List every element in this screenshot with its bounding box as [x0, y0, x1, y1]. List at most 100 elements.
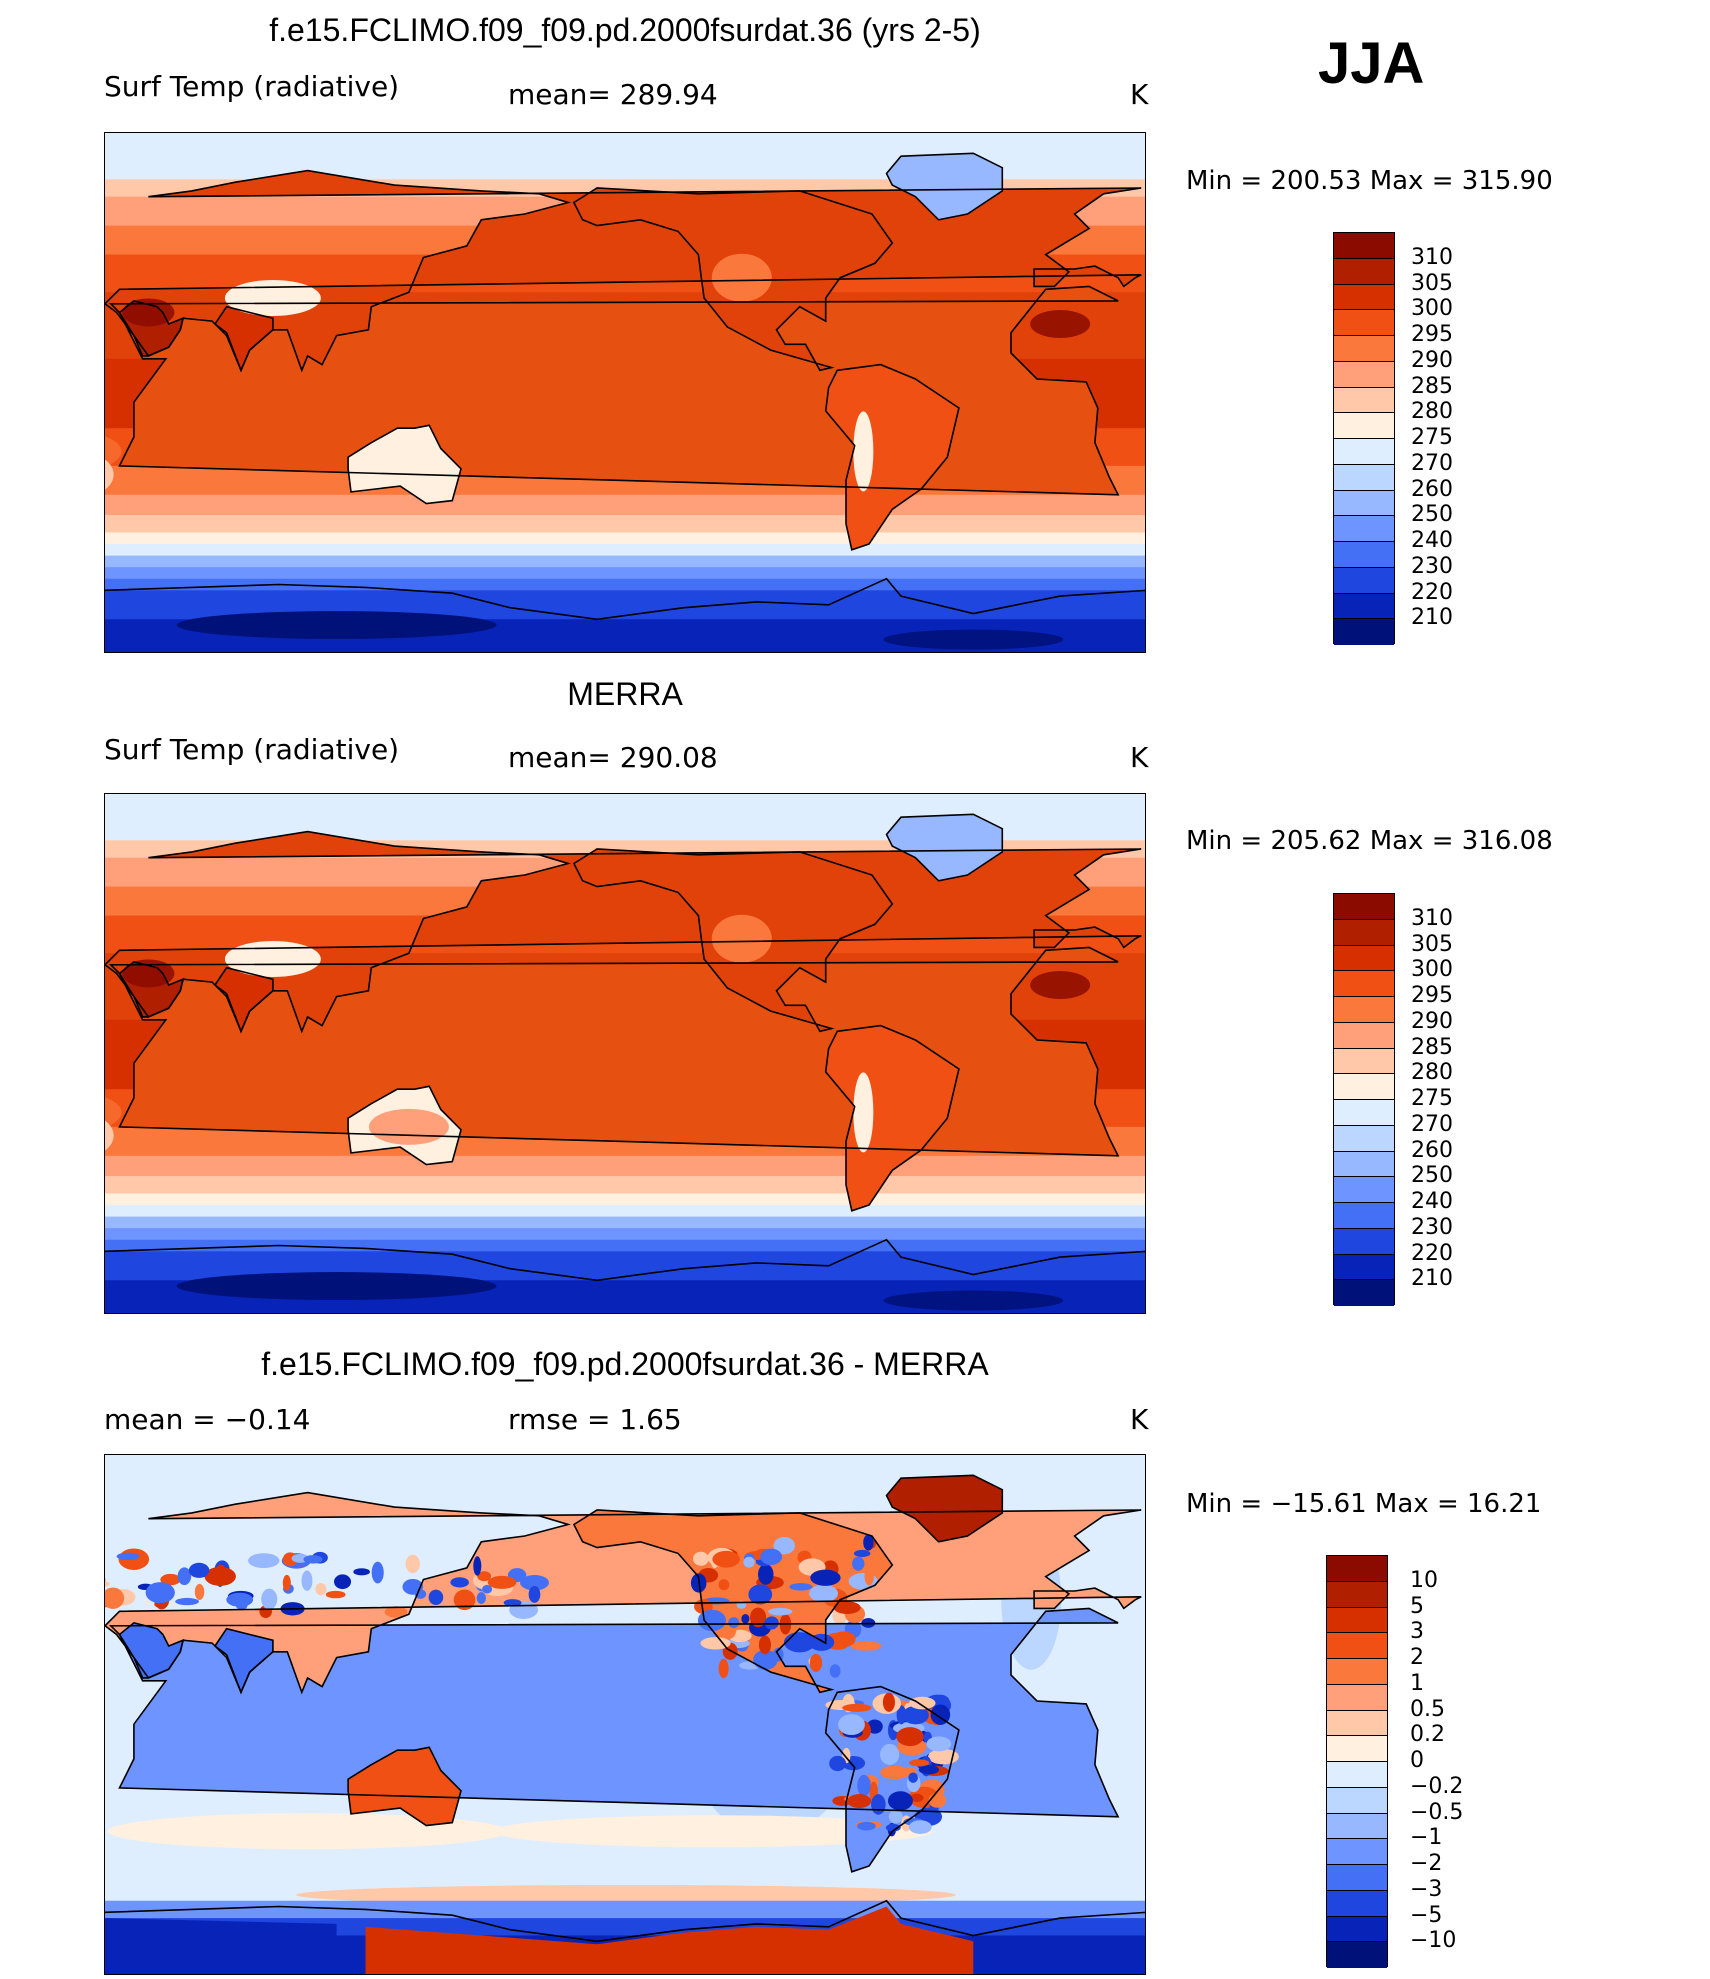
- colorbar-label: 310: [1411, 244, 1453, 270]
- colorbar-box: [1334, 439, 1394, 465]
- colorbar-boxes: [1333, 893, 1395, 1306]
- colorbar-box: [1327, 1787, 1387, 1814]
- colorbar-box: [1334, 336, 1394, 362]
- colorbar-label: 250: [1411, 502, 1453, 528]
- panel-1-unit-label: K: [1130, 78, 1149, 111]
- colorbar-label: 285: [1411, 373, 1453, 399]
- colorbar-box: [1334, 233, 1394, 259]
- colorbar-boxes: [1333, 232, 1395, 645]
- panel-2-title: MERRA: [567, 676, 683, 712]
- colorbar-box: [1334, 284, 1394, 311]
- colorbar-box: [1327, 1659, 1387, 1685]
- colorbar-label: 305: [1411, 931, 1453, 957]
- colorbar-label: 295: [1411, 322, 1453, 347]
- panel-3-unit-label: K: [1130, 1403, 1149, 1436]
- colorbar-label: 220: [1411, 1240, 1453, 1266]
- panel-1-map: [104, 132, 1146, 653]
- panel-2-unit-label: K: [1130, 741, 1149, 774]
- colorbar-box: [1327, 1633, 1387, 1659]
- colorbar-label: −0.5: [1410, 1799, 1464, 1825]
- colorbar-label: 285: [1411, 1034, 1453, 1060]
- panel-2-minmax: Min = 205.62 Max = 316.08: [1186, 826, 1553, 856]
- colorbar-label: 305: [1411, 270, 1453, 296]
- colorbar-boxes: [1326, 1555, 1388, 1968]
- colorbar-box: [1334, 1022, 1394, 1049]
- colorbar-box: [1327, 1890, 1387, 1917]
- colorbar-label: 240: [1411, 1189, 1453, 1214]
- colorbar-box: [1327, 1710, 1387, 1737]
- colorbar-label: 280: [1411, 399, 1453, 425]
- colorbar-label: 5: [1410, 1593, 1424, 1619]
- colorbar-label: 0.5: [1410, 1696, 1445, 1722]
- colorbar-label: −5: [1410, 1902, 1443, 1928]
- colorbar-label: 250: [1411, 1163, 1453, 1189]
- colorbar-label: 300: [1411, 296, 1453, 322]
- colorbar-label: 280: [1411, 1060, 1453, 1086]
- colorbar-label: 270: [1411, 450, 1453, 476]
- colorbar-box: [1334, 1177, 1394, 1203]
- colorbar-label: 290: [1411, 347, 1453, 373]
- colorbar-box: [1327, 1865, 1387, 1891]
- colorbar-label: 0: [1410, 1748, 1424, 1773]
- colorbar-box: [1334, 567, 1394, 594]
- colorbar-label: 2: [1410, 1645, 1424, 1670]
- colorbar-box: [1327, 1684, 1387, 1711]
- colorbar-box: [1334, 1125, 1394, 1152]
- colorbar-box: [1327, 1556, 1387, 1582]
- colorbar-box: [1334, 619, 1394, 645]
- colorbar-label: 270: [1411, 1111, 1453, 1137]
- colorbar-label: −3: [1410, 1876, 1443, 1902]
- colorbar-box: [1334, 542, 1394, 568]
- colorbar-box: [1327, 1607, 1387, 1634]
- colorbar-label: 10: [1410, 1567, 1438, 1593]
- colorbar-label: 210: [1411, 605, 1453, 631]
- colorbar-box: [1327, 1581, 1387, 1608]
- colorbar-label: 290: [1411, 1008, 1453, 1034]
- colorbar-box: [1334, 387, 1394, 414]
- season-label: JJA: [1318, 31, 1425, 96]
- panel-1-mean-label: mean= 289.94: [508, 78, 718, 111]
- colorbar-label: −1: [1410, 1825, 1443, 1851]
- panel-2-variable-label: Surf Temp (radiative): [104, 733, 400, 766]
- colorbar-label: 0.2: [1410, 1722, 1445, 1748]
- colorbar-label: 210: [1411, 1266, 1453, 1292]
- panel-1-variable-label: Surf Temp (radiative): [104, 70, 400, 103]
- colorbar-label: −0.2: [1410, 1773, 1464, 1799]
- colorbar-box: [1334, 1228, 1394, 1255]
- colorbar-label: 260: [1411, 476, 1453, 502]
- colorbar-box: [1334, 997, 1394, 1023]
- panel-3-title: f.e15.FCLIMO.f09_f09.pd.2000fsurdat.36 -…: [261, 1346, 989, 1382]
- colorbar-box: [1334, 310, 1394, 336]
- colorbar-label: 295: [1411, 983, 1453, 1008]
- colorbar-box: [1334, 1203, 1394, 1229]
- panel-2-map: [104, 793, 1146, 1314]
- colorbar-label: 260: [1411, 1137, 1453, 1163]
- colorbar-label: −10: [1410, 1928, 1457, 1954]
- panel-3-mean-label: mean = −0.14: [104, 1403, 311, 1436]
- colorbar-box: [1334, 1254, 1394, 1281]
- colorbar-box: [1334, 1280, 1394, 1306]
- colorbar-label: 300: [1411, 957, 1453, 983]
- colorbar-box: [1327, 1762, 1387, 1788]
- panel-3-minmax: Min = −15.61 Max = 16.21: [1186, 1489, 1542, 1519]
- colorbar-box: [1327, 1813, 1387, 1840]
- panel-3-map: [104, 1454, 1146, 1975]
- colorbar-label: −2: [1410, 1851, 1443, 1876]
- colorbar-label: 220: [1411, 579, 1453, 605]
- colorbar-box: [1327, 1736, 1387, 1762]
- colorbar-box: [1334, 1100, 1394, 1126]
- panel-1-title: f.e15.FCLIMO.f09_f09.pd.2000fsurdat.36 (…: [269, 12, 981, 48]
- colorbar-label: 275: [1411, 1086, 1453, 1111]
- colorbar-label: 230: [1411, 1214, 1453, 1240]
- colorbar-label: 3: [1410, 1619, 1424, 1645]
- panel-2-mean-label: mean= 290.08: [508, 741, 718, 774]
- panel-1-minmax: Min = 200.53 Max = 315.90: [1186, 166, 1553, 196]
- colorbar-label: 275: [1411, 425, 1453, 450]
- colorbar-label: 1: [1410, 1670, 1424, 1696]
- colorbar-box: [1334, 894, 1394, 920]
- colorbar-box: [1327, 1942, 1387, 1968]
- colorbar-box: [1327, 1839, 1387, 1865]
- colorbar-box: [1334, 516, 1394, 542]
- colorbar-box: [1334, 1074, 1394, 1100]
- colorbar-box: [1334, 464, 1394, 491]
